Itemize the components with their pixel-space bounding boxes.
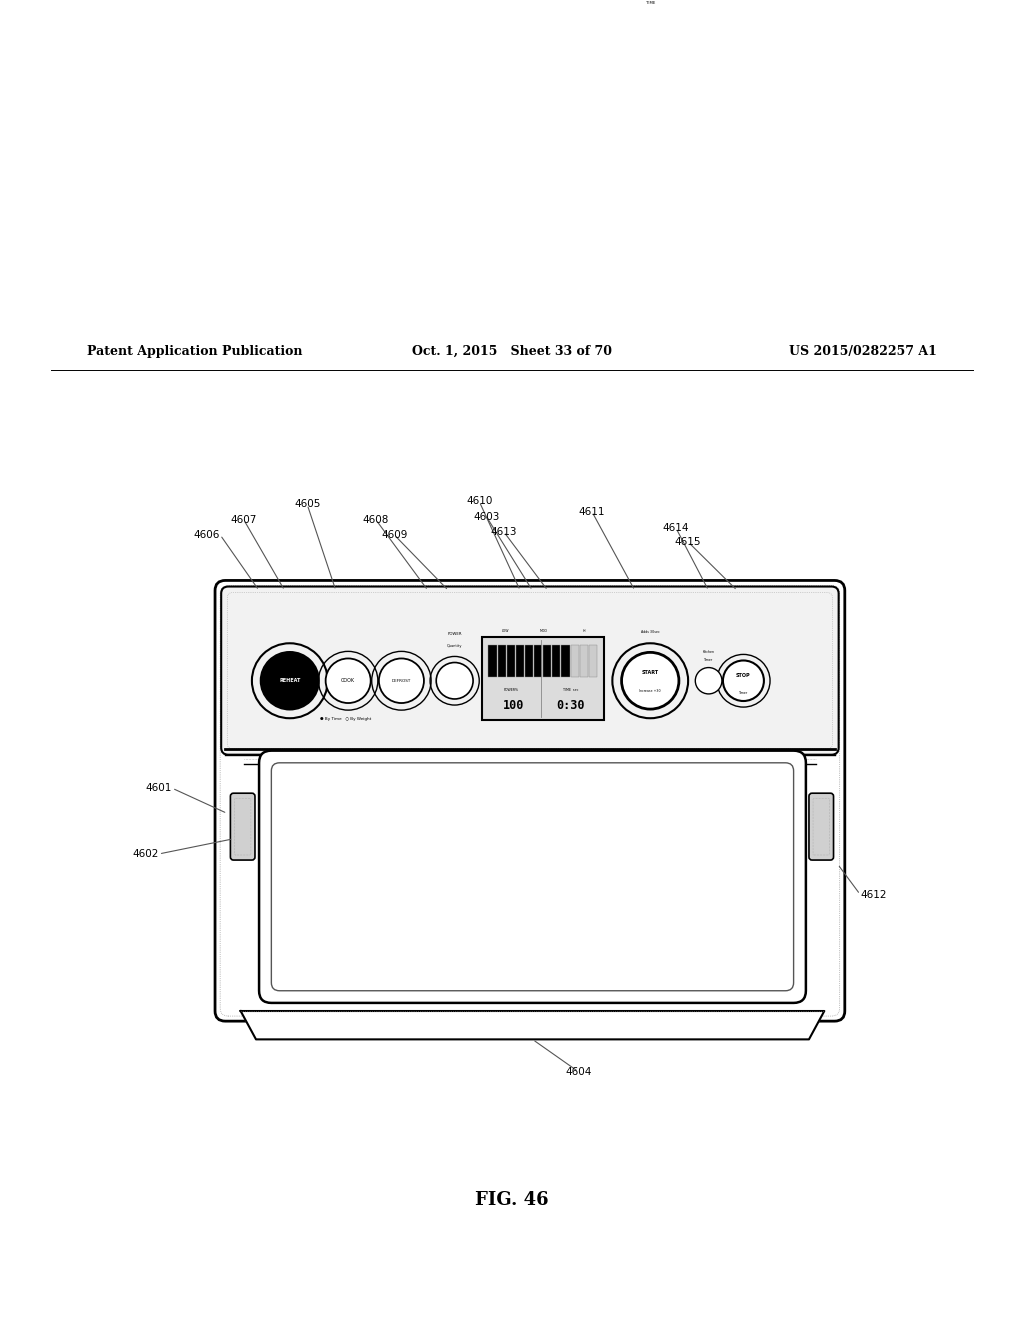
Text: Quantity: Quantity xyxy=(446,644,463,648)
FancyBboxPatch shape xyxy=(215,581,845,1022)
Text: 4610: 4610 xyxy=(466,496,493,507)
Text: 4605: 4605 xyxy=(294,499,321,510)
Text: TIME: TIME xyxy=(645,1,655,5)
Text: 4611: 4611 xyxy=(579,507,605,516)
Text: LOW: LOW xyxy=(502,630,509,634)
Bar xyxy=(516,645,524,677)
Text: REHEAT: REHEAT xyxy=(280,678,300,684)
Text: Increase +30: Increase +30 xyxy=(639,689,662,693)
Circle shape xyxy=(436,663,473,700)
Bar xyxy=(525,645,534,677)
Text: 4614: 4614 xyxy=(663,523,689,533)
Text: 4608: 4608 xyxy=(362,515,389,524)
Text: TIME  sec: TIME sec xyxy=(562,688,578,692)
Circle shape xyxy=(723,660,764,701)
Circle shape xyxy=(326,659,371,704)
Bar xyxy=(543,645,551,677)
Circle shape xyxy=(379,659,424,704)
Text: FIG. 46: FIG. 46 xyxy=(475,1192,549,1209)
Text: Oct. 1, 2015   Sheet 33 of 70: Oct. 1, 2015 Sheet 33 of 70 xyxy=(412,345,612,358)
Bar xyxy=(589,645,597,677)
Text: 4604: 4604 xyxy=(565,1067,592,1077)
Text: 4606: 4606 xyxy=(194,529,220,540)
FancyBboxPatch shape xyxy=(482,638,604,721)
FancyBboxPatch shape xyxy=(230,793,255,861)
Text: 4615: 4615 xyxy=(675,537,701,546)
Text: Timer: Timer xyxy=(739,690,748,694)
Bar xyxy=(561,645,569,677)
FancyBboxPatch shape xyxy=(221,586,839,755)
Polygon shape xyxy=(241,1011,824,1039)
Text: STOP: STOP xyxy=(736,673,751,678)
Text: US 2015/0282257 A1: US 2015/0282257 A1 xyxy=(790,345,937,358)
Text: 4601: 4601 xyxy=(145,783,172,793)
Text: 4613: 4613 xyxy=(490,527,517,537)
Text: POWER: POWER xyxy=(447,632,462,636)
FancyBboxPatch shape xyxy=(271,763,794,991)
FancyBboxPatch shape xyxy=(259,751,806,1003)
FancyBboxPatch shape xyxy=(809,793,834,861)
Circle shape xyxy=(695,668,722,694)
Text: 100: 100 xyxy=(503,698,524,711)
Circle shape xyxy=(261,652,318,709)
Text: Adds 30sec: Adds 30sec xyxy=(641,630,659,634)
Text: 4607: 4607 xyxy=(230,515,257,524)
Text: MOD: MOD xyxy=(540,630,547,634)
Bar xyxy=(580,645,588,677)
Bar xyxy=(488,645,497,677)
Bar xyxy=(552,645,560,677)
Text: COOK: COOK xyxy=(341,678,355,684)
Text: 4603: 4603 xyxy=(473,512,500,521)
Text: ● By Time   ○ By Weight: ● By Time ○ By Weight xyxy=(319,717,372,721)
Text: START: START xyxy=(642,671,658,675)
Text: 4602: 4602 xyxy=(132,849,159,859)
Text: POWER%: POWER% xyxy=(504,688,519,692)
Text: Timer: Timer xyxy=(705,659,713,663)
Text: Kitchen: Kitchen xyxy=(702,651,715,655)
Bar xyxy=(507,645,515,677)
Bar xyxy=(570,645,579,677)
Text: 0:30: 0:30 xyxy=(556,698,585,711)
Text: HI: HI xyxy=(583,630,586,634)
Bar xyxy=(498,645,506,677)
Bar xyxy=(535,645,543,677)
Circle shape xyxy=(622,652,679,709)
Text: DEFROST: DEFROST xyxy=(392,678,411,682)
Text: 4609: 4609 xyxy=(381,529,408,540)
Text: 4612: 4612 xyxy=(860,890,887,899)
Text: Patent Application Publication: Patent Application Publication xyxy=(87,345,302,358)
